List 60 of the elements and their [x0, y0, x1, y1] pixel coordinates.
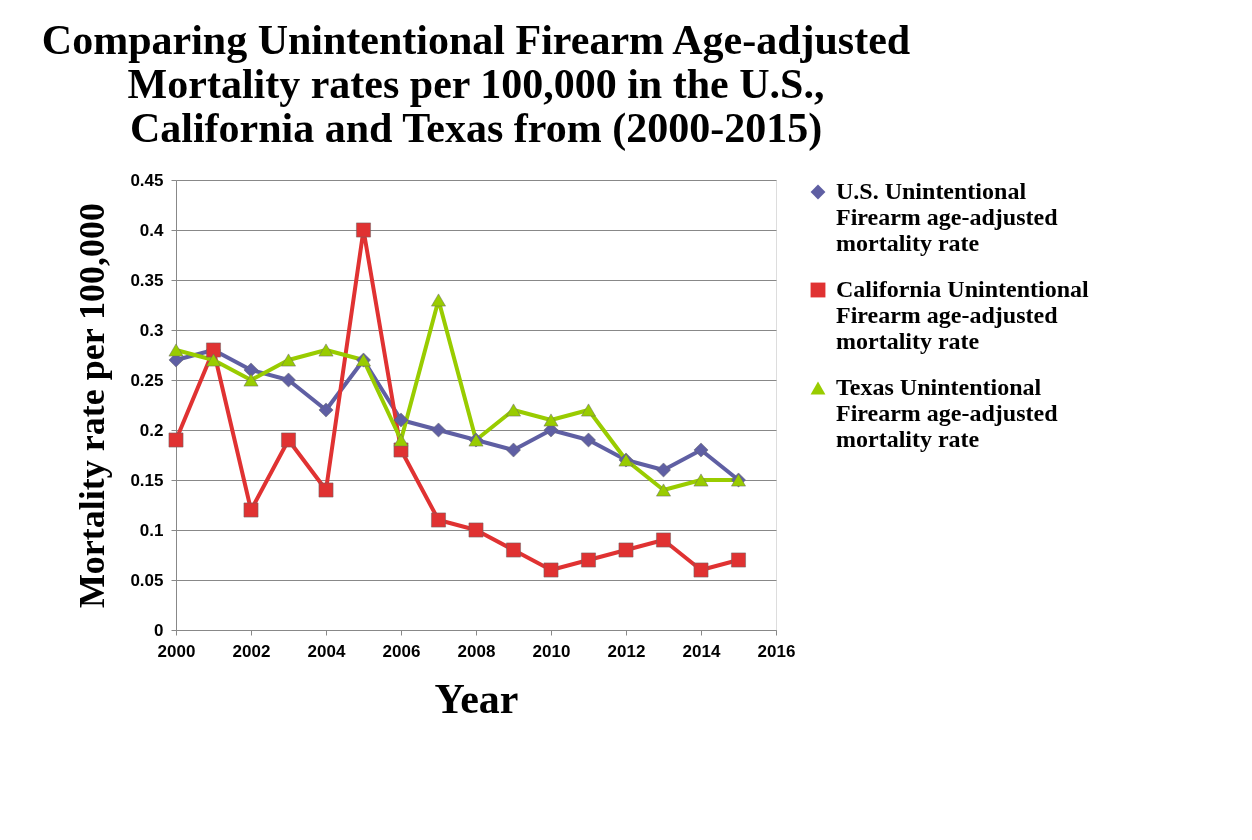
point: [393, 433, 409, 447]
y-tick-label: 0.3: [139, 320, 164, 340]
y-tick-label: 0.2: [139, 420, 164, 440]
point: [431, 422, 446, 438]
x-tick-label: 2010: [532, 641, 571, 661]
x-tick-label: 2014: [682, 641, 721, 661]
point: [581, 432, 596, 448]
point: [656, 483, 671, 497]
point: [656, 462, 671, 478]
point: [693, 473, 709, 487]
x-tick-label: 2002: [232, 641, 271, 661]
y-tick-label: 0: [154, 620, 164, 640]
point: [281, 372, 296, 388]
point: [318, 343, 334, 357]
y-tick-label: 0.35: [130, 270, 164, 290]
point: [618, 542, 634, 558]
y-tick-label: 0.4: [139, 220, 165, 240]
legend-label: U.S. Unintentional Firearm age-adjusted mortality rate: [836, 178, 1059, 256]
x-tick-label: 2006: [382, 641, 421, 661]
point: [281, 432, 296, 448]
legend-label: Texas Unintentional Firearm age-adjusted mortality rate: [836, 374, 1059, 452]
point: [693, 562, 709, 578]
point: [543, 413, 559, 427]
point: [206, 353, 221, 367]
point: [581, 403, 596, 417]
point: [168, 343, 184, 357]
point: [318, 402, 334, 418]
x-tick-label: 2004: [307, 641, 346, 661]
point: [543, 562, 559, 578]
x-tick-label: 2008: [457, 641, 496, 661]
point: [168, 432, 184, 448]
point: [431, 293, 446, 307]
point: [468, 522, 484, 538]
point: [431, 512, 446, 528]
x-tick-label: 2016: [757, 641, 796, 661]
point: [506, 442, 521, 458]
y-axis-title: Mortality rate per 100,000: [72, 202, 113, 609]
point: [731, 552, 746, 568]
y-tick-label: 0.45: [130, 170, 164, 190]
y-tick-label: 0.1: [139, 520, 164, 540]
legend-label: California Unintentional Firearm age-adjusted mortality rate: [836, 276, 1090, 354]
y-tick-label: 0.05: [130, 570, 164, 590]
point: [243, 502, 259, 518]
point: [318, 482, 334, 498]
x-axis-title: Year: [434, 675, 519, 722]
point: [281, 353, 296, 367]
y-tick-label: 0.15: [130, 470, 164, 490]
x-tick-label: 2012: [607, 641, 646, 661]
point: [581, 552, 596, 568]
point: [243, 362, 259, 378]
y-tick-label: 0.25: [130, 370, 164, 390]
point: [656, 532, 671, 548]
x-tick-label: 2000: [157, 641, 196, 661]
point: [356, 222, 371, 238]
point: [506, 542, 521, 558]
chart-title: Comparing Unintentional Firearm Age-adjusted Mortality rates per 100,000 in the U.S., California and Texas from (2000-2015): [41, 17, 911, 152]
point: [506, 403, 521, 417]
point: [243, 373, 259, 387]
point: [393, 412, 409, 428]
point: [693, 442, 709, 458]
